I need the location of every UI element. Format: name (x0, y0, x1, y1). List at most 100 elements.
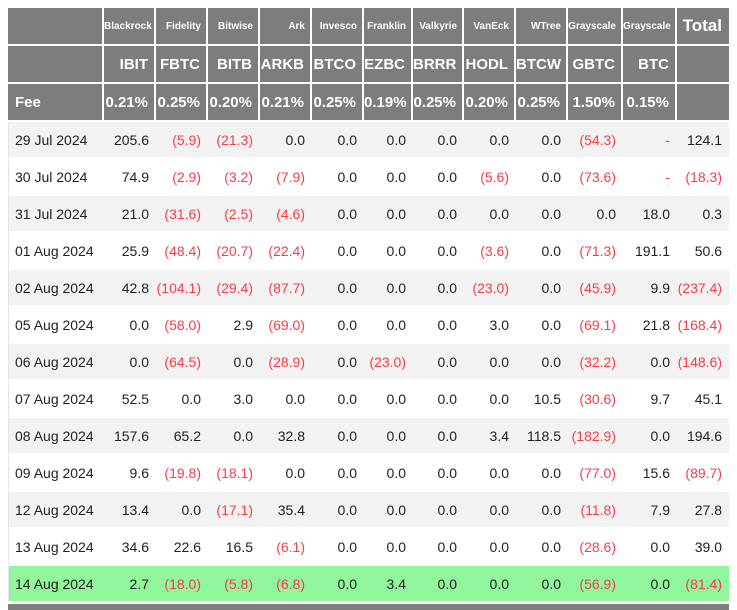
issuer-header-hodl: VanEck (464, 8, 516, 46)
total-cell: 50.6 (677, 233, 729, 270)
fee-cell-btcw: 0.25% (516, 84, 568, 122)
issuer-header-gbtc: Grayscale (568, 8, 623, 46)
value-cell: 0.0 (364, 529, 413, 566)
value-cell: 0.0 (413, 529, 464, 566)
corner-cell (8, 8, 104, 46)
value-cell: (5.8) (208, 566, 260, 603)
date-cell: 06 Aug 2024 (8, 344, 104, 381)
value-cell: 0.0 (364, 492, 413, 529)
value-cell: 0.0 (312, 381, 364, 418)
date-cell: 02 Aug 2024 (8, 270, 104, 307)
value-cell: (104.1) (156, 270, 208, 307)
value-cell: 0.0 (156, 381, 208, 418)
value-cell: 3.0 (464, 307, 516, 344)
total-cell: (81.4) (677, 566, 729, 603)
value-cell: 0.0 (516, 196, 568, 233)
value-cell: 0.0 (568, 196, 623, 233)
total-cell: (148.6) (677, 344, 729, 381)
value-cell: (32.2) (568, 344, 623, 381)
value-cell: 0.0 (156, 492, 208, 529)
value-cell: 157.6 (104, 418, 156, 455)
table-row: 09 Aug 2024 9.6 (19.8) (18.1) 0.0 0.0 0.0 0.0 0.… (8, 455, 729, 492)
value-cell: 74.9 (104, 159, 156, 196)
ticker-header-ezbc: EZBC (364, 46, 413, 84)
ticker-header-gbtc: GBTC (568, 46, 623, 84)
ticker-header-btc: BTC (623, 46, 677, 84)
value-cell: (29.4) (208, 270, 260, 307)
fee-cell-ibit: 0.21% (104, 84, 156, 122)
value-cell: 0.0 (516, 270, 568, 307)
value-cell: 0.0 (312, 566, 364, 603)
value-cell: (64.5) (156, 344, 208, 381)
value-cell: 32.8 (260, 418, 312, 455)
table-row: 13 Aug 2024 34.6 22.6 16.5 (6.1) 0.0 0.0 0.0 0.0… (8, 529, 729, 566)
fee-cell-hodl: 0.20% (464, 84, 516, 122)
value-cell: 0.0 (464, 492, 516, 529)
table-header: Blackrock Fidelity Bitwise Ark Invesco Frankl… (8, 8, 729, 122)
value-cell: 0.0 (208, 344, 260, 381)
value-cell: 0.0 (312, 122, 364, 159)
total-column-spacer (677, 84, 729, 122)
value-cell: (21.3) (208, 122, 260, 159)
value-cell: 0.0 (364, 270, 413, 307)
value-cell: 0.0 (364, 159, 413, 196)
value-cell: 3.4 (464, 418, 516, 455)
value-cell: 0.0 (312, 455, 364, 492)
value-cell: 0.0 (312, 159, 364, 196)
value-cell: 3.0 (208, 381, 260, 418)
value-cell: (31.6) (156, 196, 208, 233)
value-cell: (5.9) (156, 122, 208, 159)
value-cell: 2.9 (208, 307, 260, 344)
value-cell: 0.0 (623, 344, 677, 381)
value-cell: 0.0 (312, 344, 364, 381)
date-cell: 01 Aug 2024 (8, 233, 104, 270)
date-cell: 30 Jul 2024 (8, 159, 104, 196)
value-cell: 0.0 (413, 381, 464, 418)
value-cell: 0.0 (312, 196, 364, 233)
value-cell: 0.0 (260, 455, 312, 492)
value-cell: 0.0 (312, 307, 364, 344)
value-cell: (3.6) (464, 233, 516, 270)
value-cell: (18.0) (156, 566, 208, 603)
table-row: 08 Aug 2024 157.6 65.2 0.0 32.8 0.0 0.0 0.0 3.4 1… (8, 418, 729, 455)
value-cell: 0.0 (516, 233, 568, 270)
ticker-header-fbtc: FBTC (156, 46, 208, 84)
table-row: 05 Aug 2024 0.0 (58.0) 2.9 (69.0) 0.0 0.0 0.0 3.… (8, 307, 729, 344)
table-row: 07 Aug 2024 52.5 0.0 3.0 0.0 0.0 0.0 0.0 0.0 10.5… (8, 381, 729, 418)
table-row: 29 Jul 2024 205.6 (5.9) (21.3) 0.0 0.0 0.0 0.0 0… (8, 122, 729, 159)
value-cell: 191.1 (623, 233, 677, 270)
date-cell: 05 Aug 2024 (8, 307, 104, 344)
value-cell: 0.0 (413, 455, 464, 492)
date-cell: 31 Jul 2024 (8, 196, 104, 233)
fee-cell-brrr: 0.25% (413, 84, 464, 122)
value-cell: (73.6) (568, 159, 623, 196)
date-cell: 29 Jul 2024 (8, 122, 104, 159)
total-cell: (168.4) (677, 307, 729, 344)
ticker-header-btcw: BTCW (516, 46, 568, 84)
fee-cell-bitb: 0.20% (208, 84, 260, 122)
value-cell: (23.0) (364, 344, 413, 381)
value-cell: 0.0 (413, 344, 464, 381)
value-cell: 0.0 (364, 455, 413, 492)
value-cell: 0.0 (516, 492, 568, 529)
value-cell: (6.8) (260, 566, 312, 603)
fee-row-label: Fee (8, 84, 104, 122)
value-cell: 0.0 (413, 270, 464, 307)
ticker-header-arkb: ARKB (260, 46, 312, 84)
value-cell: 0.0 (364, 196, 413, 233)
value-cell: 21.0 (104, 196, 156, 233)
total-column-header: Total (677, 8, 729, 46)
value-cell: (5.6) (464, 159, 516, 196)
value-cell: 0.0 (364, 122, 413, 159)
value-cell: 0.0 (413, 492, 464, 529)
value-cell: (56.9) (568, 566, 623, 603)
issuer-header-ibit: Blackrock (104, 8, 156, 46)
ticker-header-row: IBIT FBTC BITB ARKB BTCO EZBC BRRR HODL BTCW GBTC… (8, 46, 729, 84)
table-row: 01 Aug 2024 25.9 (48.4) (20.7) (22.4) 0.0 0.0 0… (8, 233, 729, 270)
ticker-header-hodl: HODL (464, 46, 516, 84)
value-cell: 0.0 (464, 344, 516, 381)
total-cell: 194.6 (677, 418, 729, 455)
table-row: 31 Jul 2024 21.0 (31.6) (2.5) (4.6) 0.0 0.0 0.0… (8, 196, 729, 233)
value-cell: 0.0 (516, 566, 568, 603)
